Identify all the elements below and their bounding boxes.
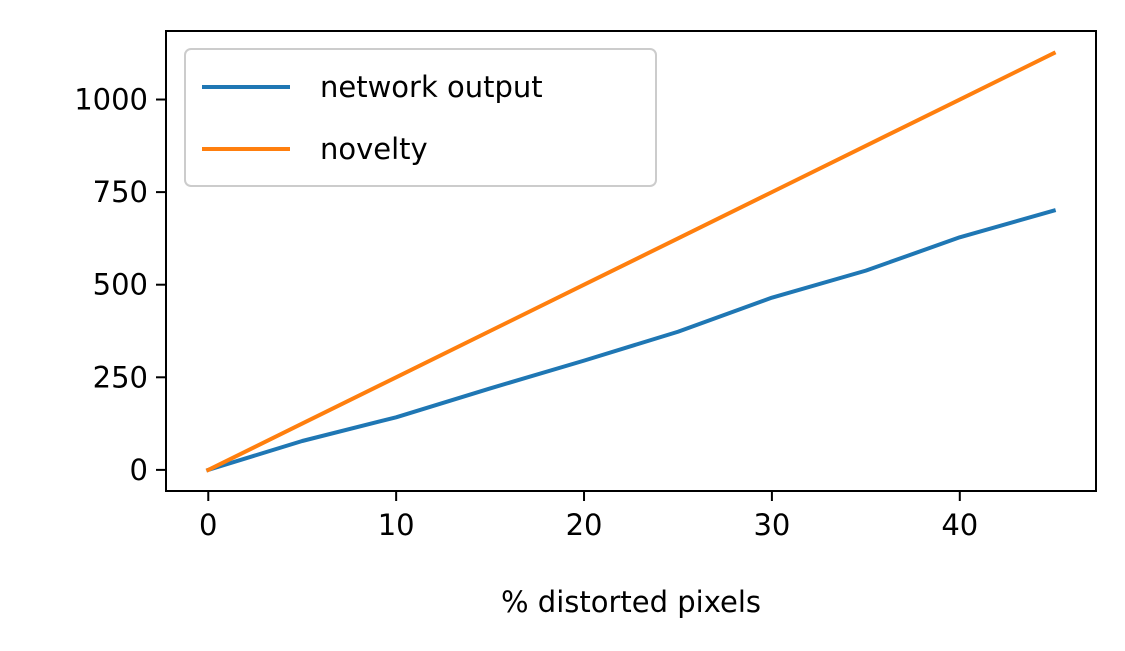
x-tick-label: 40 [941,508,978,542]
x-axis-label: % distorted pixels [501,585,761,619]
y-tick-label: 250 [93,360,148,394]
legend-box [184,48,657,187]
x-tick-label: 10 [378,508,415,542]
y-tick-label: 750 [93,175,148,209]
x-tick-label: 20 [566,508,603,542]
y-tick-label: 0 [130,453,148,487]
legend: network output novelty [184,48,657,187]
x-axis-ticks: 0 10 20 30 40 [199,491,978,542]
legend-label-1: novelty [320,132,428,166]
series-lines [205,50,1057,473]
y-tick-label: 500 [93,268,148,302]
series-line-0 [205,208,1057,473]
legend-label-0: network output [320,70,543,104]
series-line-1 [205,50,1057,473]
y-axis-ticks: 0 250 500 750 1000 [74,83,166,487]
y-tick-label: 1000 [74,83,148,117]
x-tick-label: 30 [753,508,790,542]
x-tick-label: 0 [199,508,217,542]
plot-frame [165,30,1097,492]
